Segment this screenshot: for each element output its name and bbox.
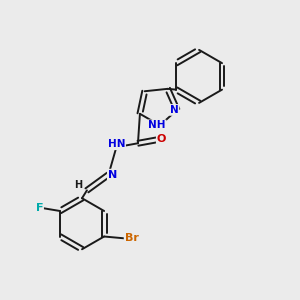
Text: NH: NH [148,120,166,130]
Text: N: N [108,170,117,180]
Text: HN: HN [108,139,125,149]
Text: N: N [170,105,178,115]
Text: H: H [74,181,82,190]
Text: Br: Br [125,233,139,244]
Text: O: O [157,134,166,144]
Text: F: F [36,203,43,213]
